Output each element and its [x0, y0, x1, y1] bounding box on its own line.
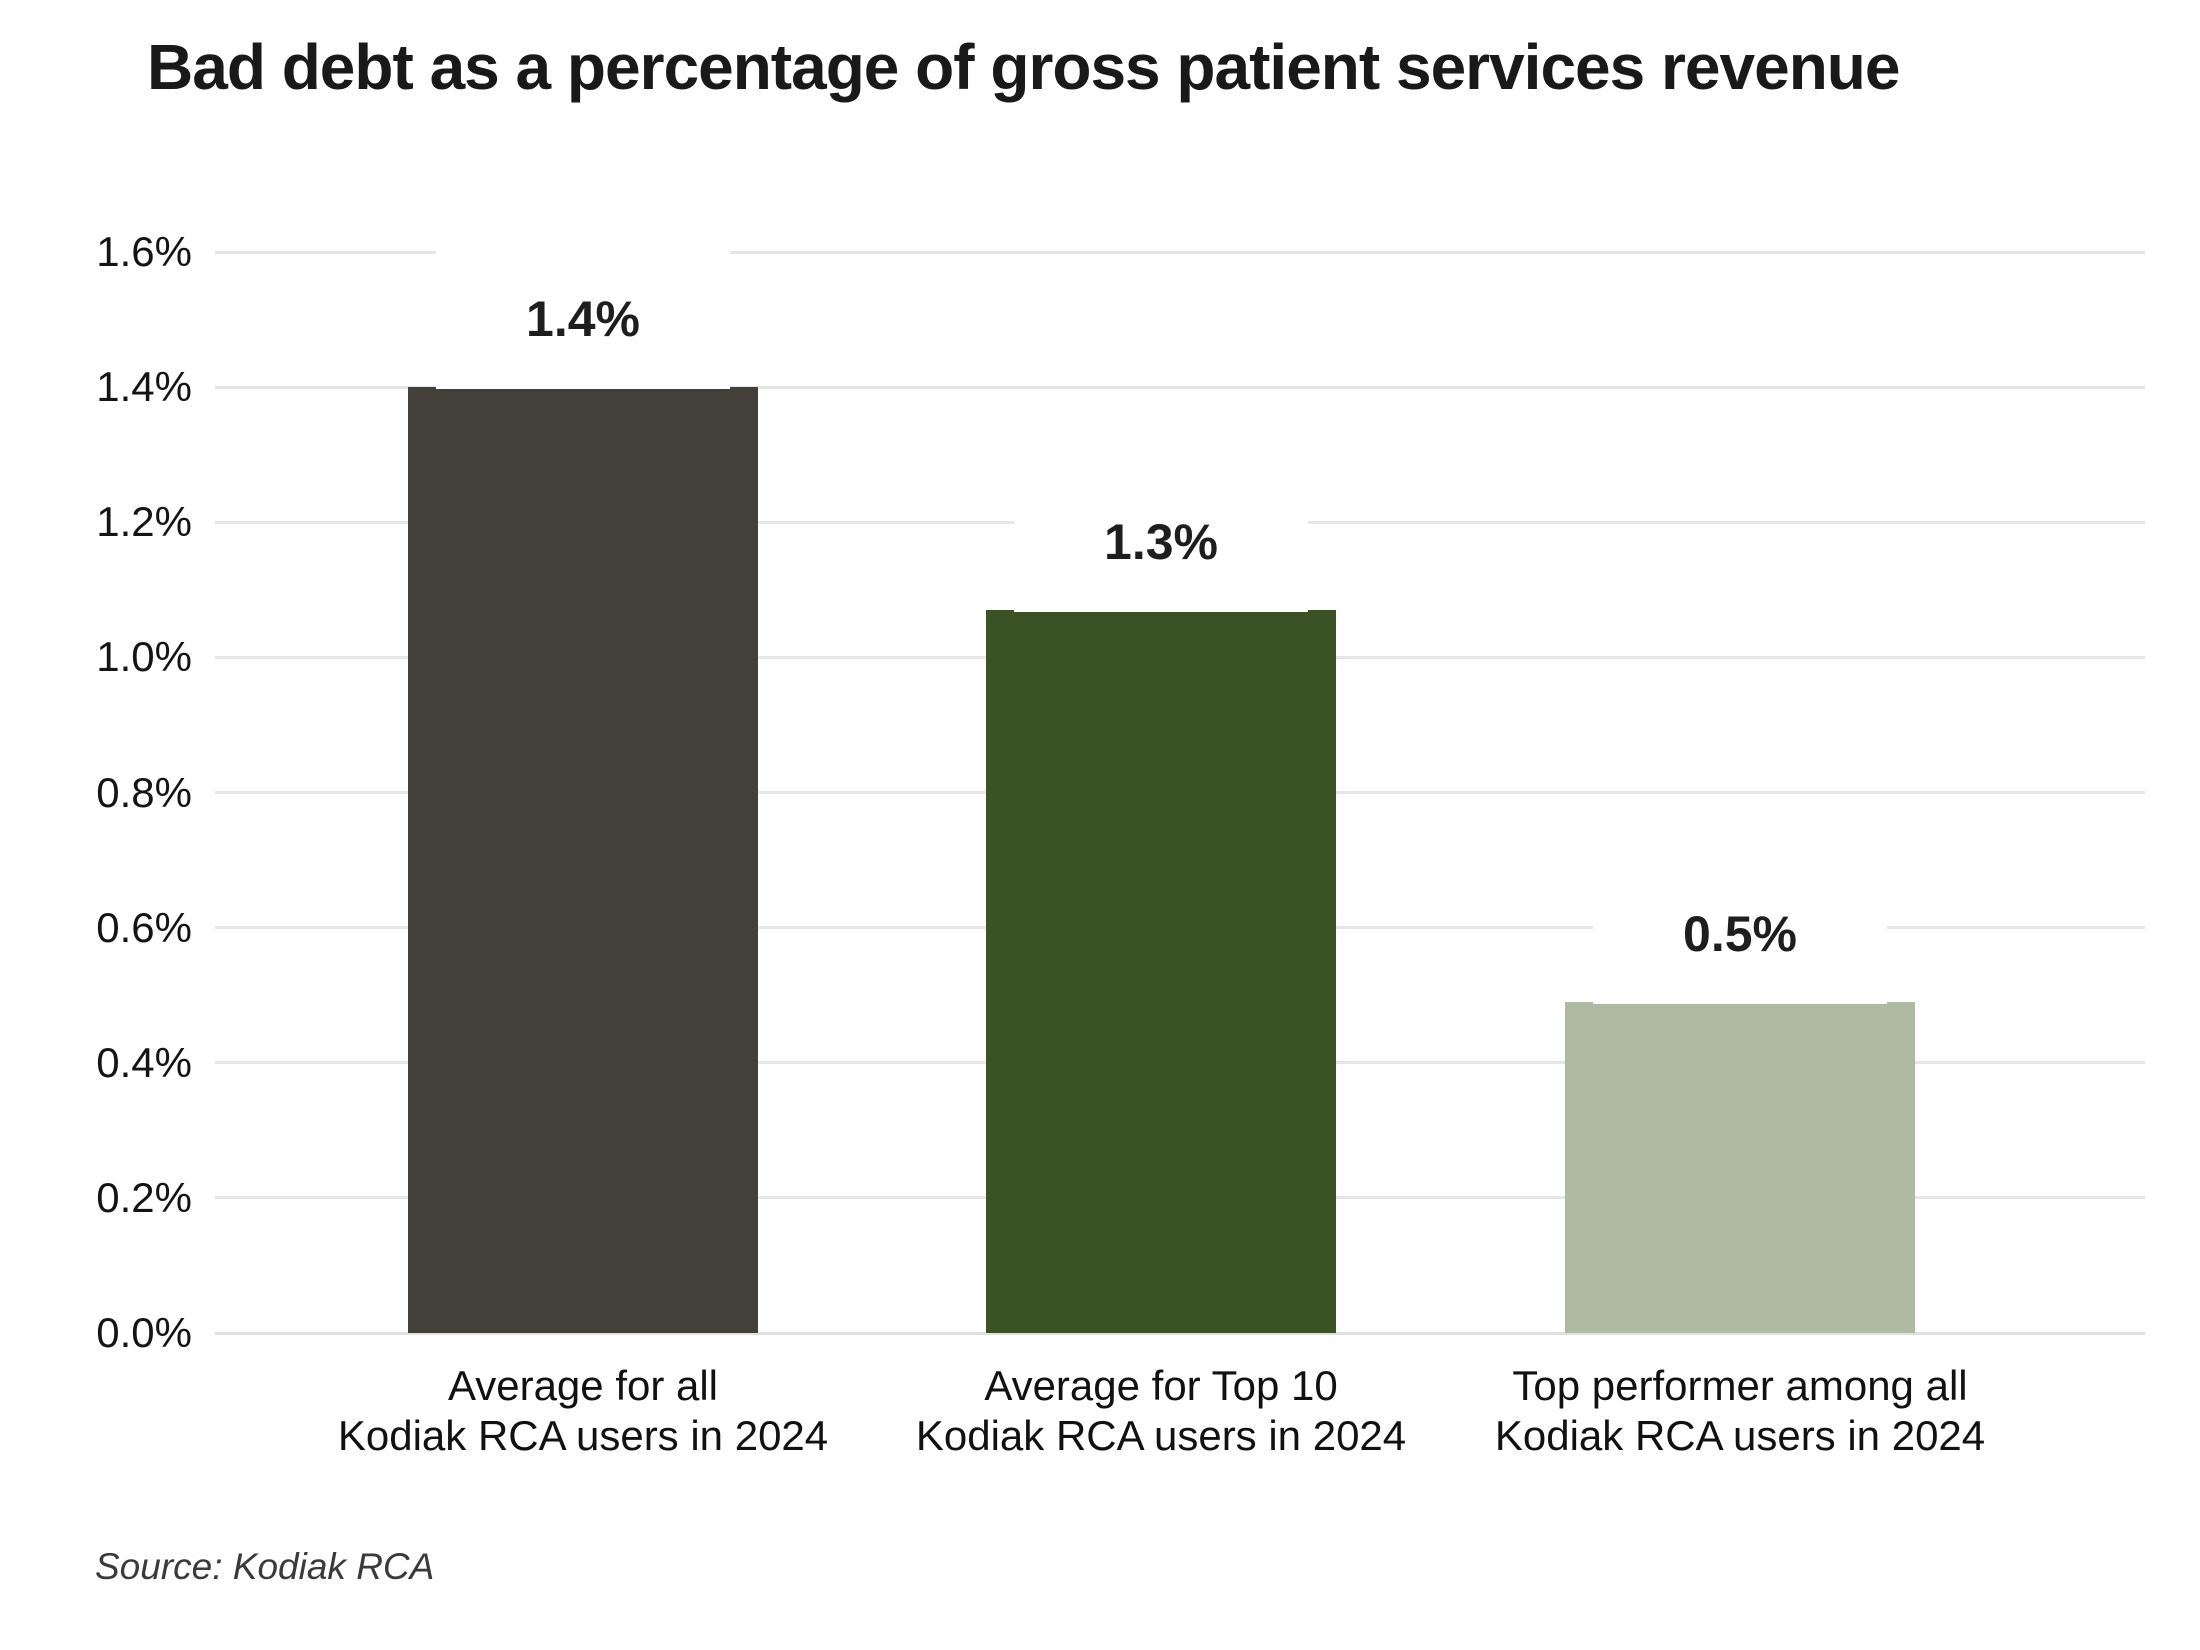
y-axis-tick-label: 1.2% [96, 498, 192, 546]
gridline [215, 250, 2145, 254]
x-axis-category-label-line: Kodiak RCA users in 2024 [337, 1412, 829, 1459]
x-axis-category-label: Top performer among all Kodiak RCA users … [1380, 1361, 2100, 1461]
bar-average-top10-users [986, 610, 1336, 1333]
x-axis-category-label: Average for Top 10 Kodiak RCA users in 20… [801, 1361, 1521, 1461]
source-note: Source: Kodiak RCA [95, 1546, 435, 1587]
bar-value-label: 0.5% [1593, 864, 1887, 1004]
x-axis-category-label: Average for all Kodiak RCA users in 2024 [223, 1361, 943, 1461]
bar-top-performer [1565, 1001, 1915, 1333]
bar-value-label: 1.4% [436, 250, 730, 390]
y-axis-tick-label: 0.6% [96, 903, 192, 951]
y-axis-tick-label: 1.6% [96, 228, 192, 275]
y-axis-tick-label: 1.4% [96, 363, 192, 411]
x-axis-category-label-line: Kodiak RCA users in 2024 [915, 1412, 1407, 1459]
y-axis-tick-label: 0.4% [96, 1038, 192, 1086]
plot-area: 1.6% 1.4% 1.2% 1.0% 0.8% 0.6% 0.4% 0.2% 0.0% 1.4%… [96, 228, 2145, 1459]
y-axis-tick-label: 1.0% [96, 633, 192, 681]
bar-average-all-users [408, 387, 758, 1333]
x-axis-category-label-line: Top performer among all [1512, 1362, 1968, 1409]
x-axis-baseline [215, 1331, 2145, 1335]
bar-value-label: 1.3% [1014, 473, 1308, 613]
gridline [215, 385, 2145, 389]
x-axis-category-label-line: Average for all [447, 1362, 719, 1409]
x-axis-category-label-line: Kodiak RCA users in 2024 [1494, 1412, 1986, 1459]
y-axis-tick-label: 0.2% [96, 1173, 192, 1221]
x-axis-category-label-line: Average for Top 10 [984, 1362, 1338, 1409]
y-axis-tick-label: 0.8% [96, 768, 192, 816]
chart-title: Bad debt as a percentage of gross patien… [147, 31, 1900, 103]
y-axis-tick-label: 0.0% [96, 1309, 192, 1356]
